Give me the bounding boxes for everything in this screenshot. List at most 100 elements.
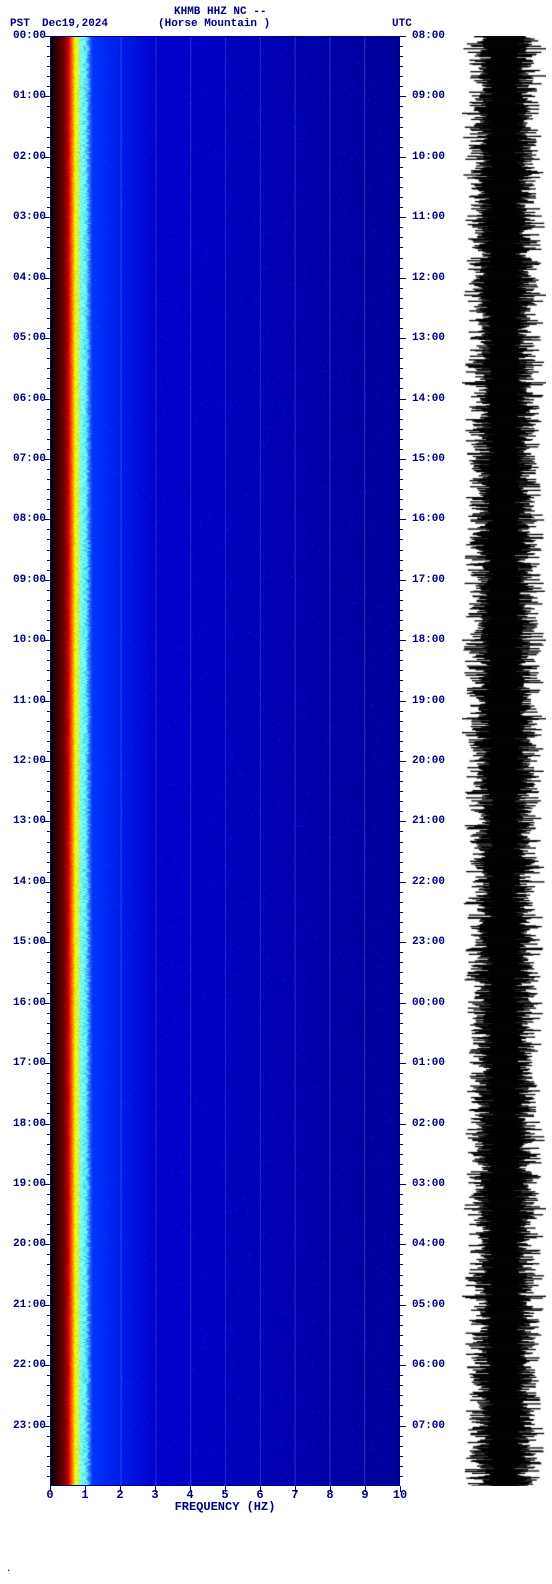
y-minor-tick-left: [47, 630, 50, 631]
y-tick-label-right: 12:00: [412, 272, 445, 284]
y-minor-tick-right: [400, 419, 403, 420]
y-minor-tick-right: [400, 1214, 403, 1215]
y-minor-tick-left: [47, 680, 50, 681]
y-minor-tick-right: [400, 801, 403, 802]
y-minor-tick-left: [47, 56, 50, 57]
y-tick-mark-right: [400, 36, 406, 37]
y-minor-tick-left: [47, 509, 50, 510]
y-minor-tick-right: [400, 328, 403, 329]
y-minor-tick-right: [400, 1456, 403, 1457]
y-minor-tick-right: [400, 1416, 403, 1417]
y-tick-mark-right: [400, 1184, 406, 1185]
y-minor-tick-left: [47, 781, 50, 782]
y-minor-tick-left: [47, 660, 50, 661]
y-minor-tick-left: [47, 691, 50, 692]
y-tick-label-right: 14:00: [412, 393, 445, 405]
y-minor-tick-left: [47, 1214, 50, 1215]
y-minor-tick-right: [400, 751, 403, 752]
y-tick-label-left: 12:00: [2, 755, 46, 767]
y-tick-mark-right: [400, 519, 406, 520]
y-minor-tick-right: [400, 1355, 403, 1356]
y-tick-label-right: 16:00: [412, 513, 445, 525]
y-minor-tick-right: [400, 1194, 403, 1195]
y-minor-tick-left: [47, 1456, 50, 1457]
y-tick-label-right: 04:00: [412, 1238, 445, 1250]
y-tick-label-left: 04:00: [2, 272, 46, 284]
y-minor-tick-left: [47, 902, 50, 903]
y-minor-tick-right: [400, 147, 403, 148]
y-minor-tick-right: [400, 842, 403, 843]
y-minor-tick-right: [400, 489, 403, 490]
timezone-right-label: UTC: [392, 18, 412, 30]
y-minor-tick-left: [47, 872, 50, 873]
y-minor-tick-right: [400, 348, 403, 349]
y-minor-tick-left: [47, 207, 50, 208]
y-tick-mark-right: [400, 701, 406, 702]
y-tick-label-right: 20:00: [412, 755, 445, 767]
y-minor-tick-right: [400, 1073, 403, 1074]
y-tick-label-left: 22:00: [2, 1359, 46, 1371]
y-tick-mark-right: [400, 821, 406, 822]
y-minor-tick-right: [400, 268, 403, 269]
y-tick-mark-right: [400, 96, 406, 97]
y-minor-tick-left: [47, 539, 50, 540]
y-tick-mark-right: [400, 1365, 406, 1366]
y-tick-mark-right: [400, 1244, 406, 1245]
y-minor-tick-left: [47, 1355, 50, 1356]
y-minor-tick-right: [400, 660, 403, 661]
y-minor-tick-right: [400, 1385, 403, 1386]
y-minor-tick-left: [47, 560, 50, 561]
y-minor-tick-right: [400, 922, 403, 923]
y-tick-label-right: 03:00: [412, 1178, 445, 1190]
y-tick-label-right: 18:00: [412, 634, 445, 646]
y-tick-label-right: 08:00: [412, 30, 445, 42]
y-tick-label-left: 03:00: [2, 211, 46, 223]
y-minor-tick-right: [400, 207, 403, 208]
y-tick-label-left: 01:00: [2, 90, 46, 102]
y-minor-tick-right: [400, 1275, 403, 1276]
y-minor-tick-left: [47, 842, 50, 843]
y-minor-tick-right: [400, 1315, 403, 1316]
y-minor-tick-right: [400, 1093, 403, 1094]
y-minor-tick-left: [47, 1476, 50, 1477]
y-minor-tick-right: [400, 862, 403, 863]
y-minor-tick-right: [400, 358, 403, 359]
y-minor-tick-right: [400, 1134, 403, 1135]
y-minor-tick-right: [400, 811, 403, 812]
y-tick-label-right: 13:00: [412, 332, 445, 344]
y-minor-tick-left: [47, 1154, 50, 1155]
y-minor-tick-right: [400, 711, 403, 712]
y-minor-tick-left: [47, 1194, 50, 1195]
y-minor-tick-right: [400, 650, 403, 651]
y-minor-tick-right: [400, 741, 403, 742]
y-minor-tick-left: [47, 831, 50, 832]
y-minor-tick-right: [400, 499, 403, 500]
y-tick-label-right: 05:00: [412, 1299, 445, 1311]
y-minor-tick-left: [47, 308, 50, 309]
y-minor-tick-right: [400, 1446, 403, 1447]
y-minor-tick-left: [47, 1325, 50, 1326]
y-minor-tick-right: [400, 993, 403, 994]
y-tick-mark-right: [400, 1305, 406, 1306]
y-minor-tick-right: [400, 1264, 403, 1265]
y-minor-tick-left: [47, 368, 50, 369]
y-minor-tick-left: [47, 529, 50, 530]
spectrogram-canvas: [50, 36, 400, 1486]
y-minor-tick-left: [47, 751, 50, 752]
y-minor-tick-left: [47, 922, 50, 923]
y-tick-label-right: 09:00: [412, 90, 445, 102]
y-minor-tick-left: [47, 86, 50, 87]
y-minor-tick-right: [400, 86, 403, 87]
y-minor-tick-right: [400, 781, 403, 782]
y-minor-tick-left: [47, 570, 50, 571]
y-minor-tick-left: [47, 1335, 50, 1336]
y-minor-tick-right: [400, 117, 403, 118]
y-tick-label-right: 15:00: [412, 453, 445, 465]
y-minor-tick-left: [47, 801, 50, 802]
y-minor-tick-left: [47, 46, 50, 47]
y-minor-tick-left: [47, 469, 50, 470]
y-minor-tick-right: [400, 1154, 403, 1155]
y-tick-label-right: 21:00: [412, 815, 445, 827]
y-tick-label-right: 11:00: [412, 211, 445, 223]
y-minor-tick-right: [400, 137, 403, 138]
